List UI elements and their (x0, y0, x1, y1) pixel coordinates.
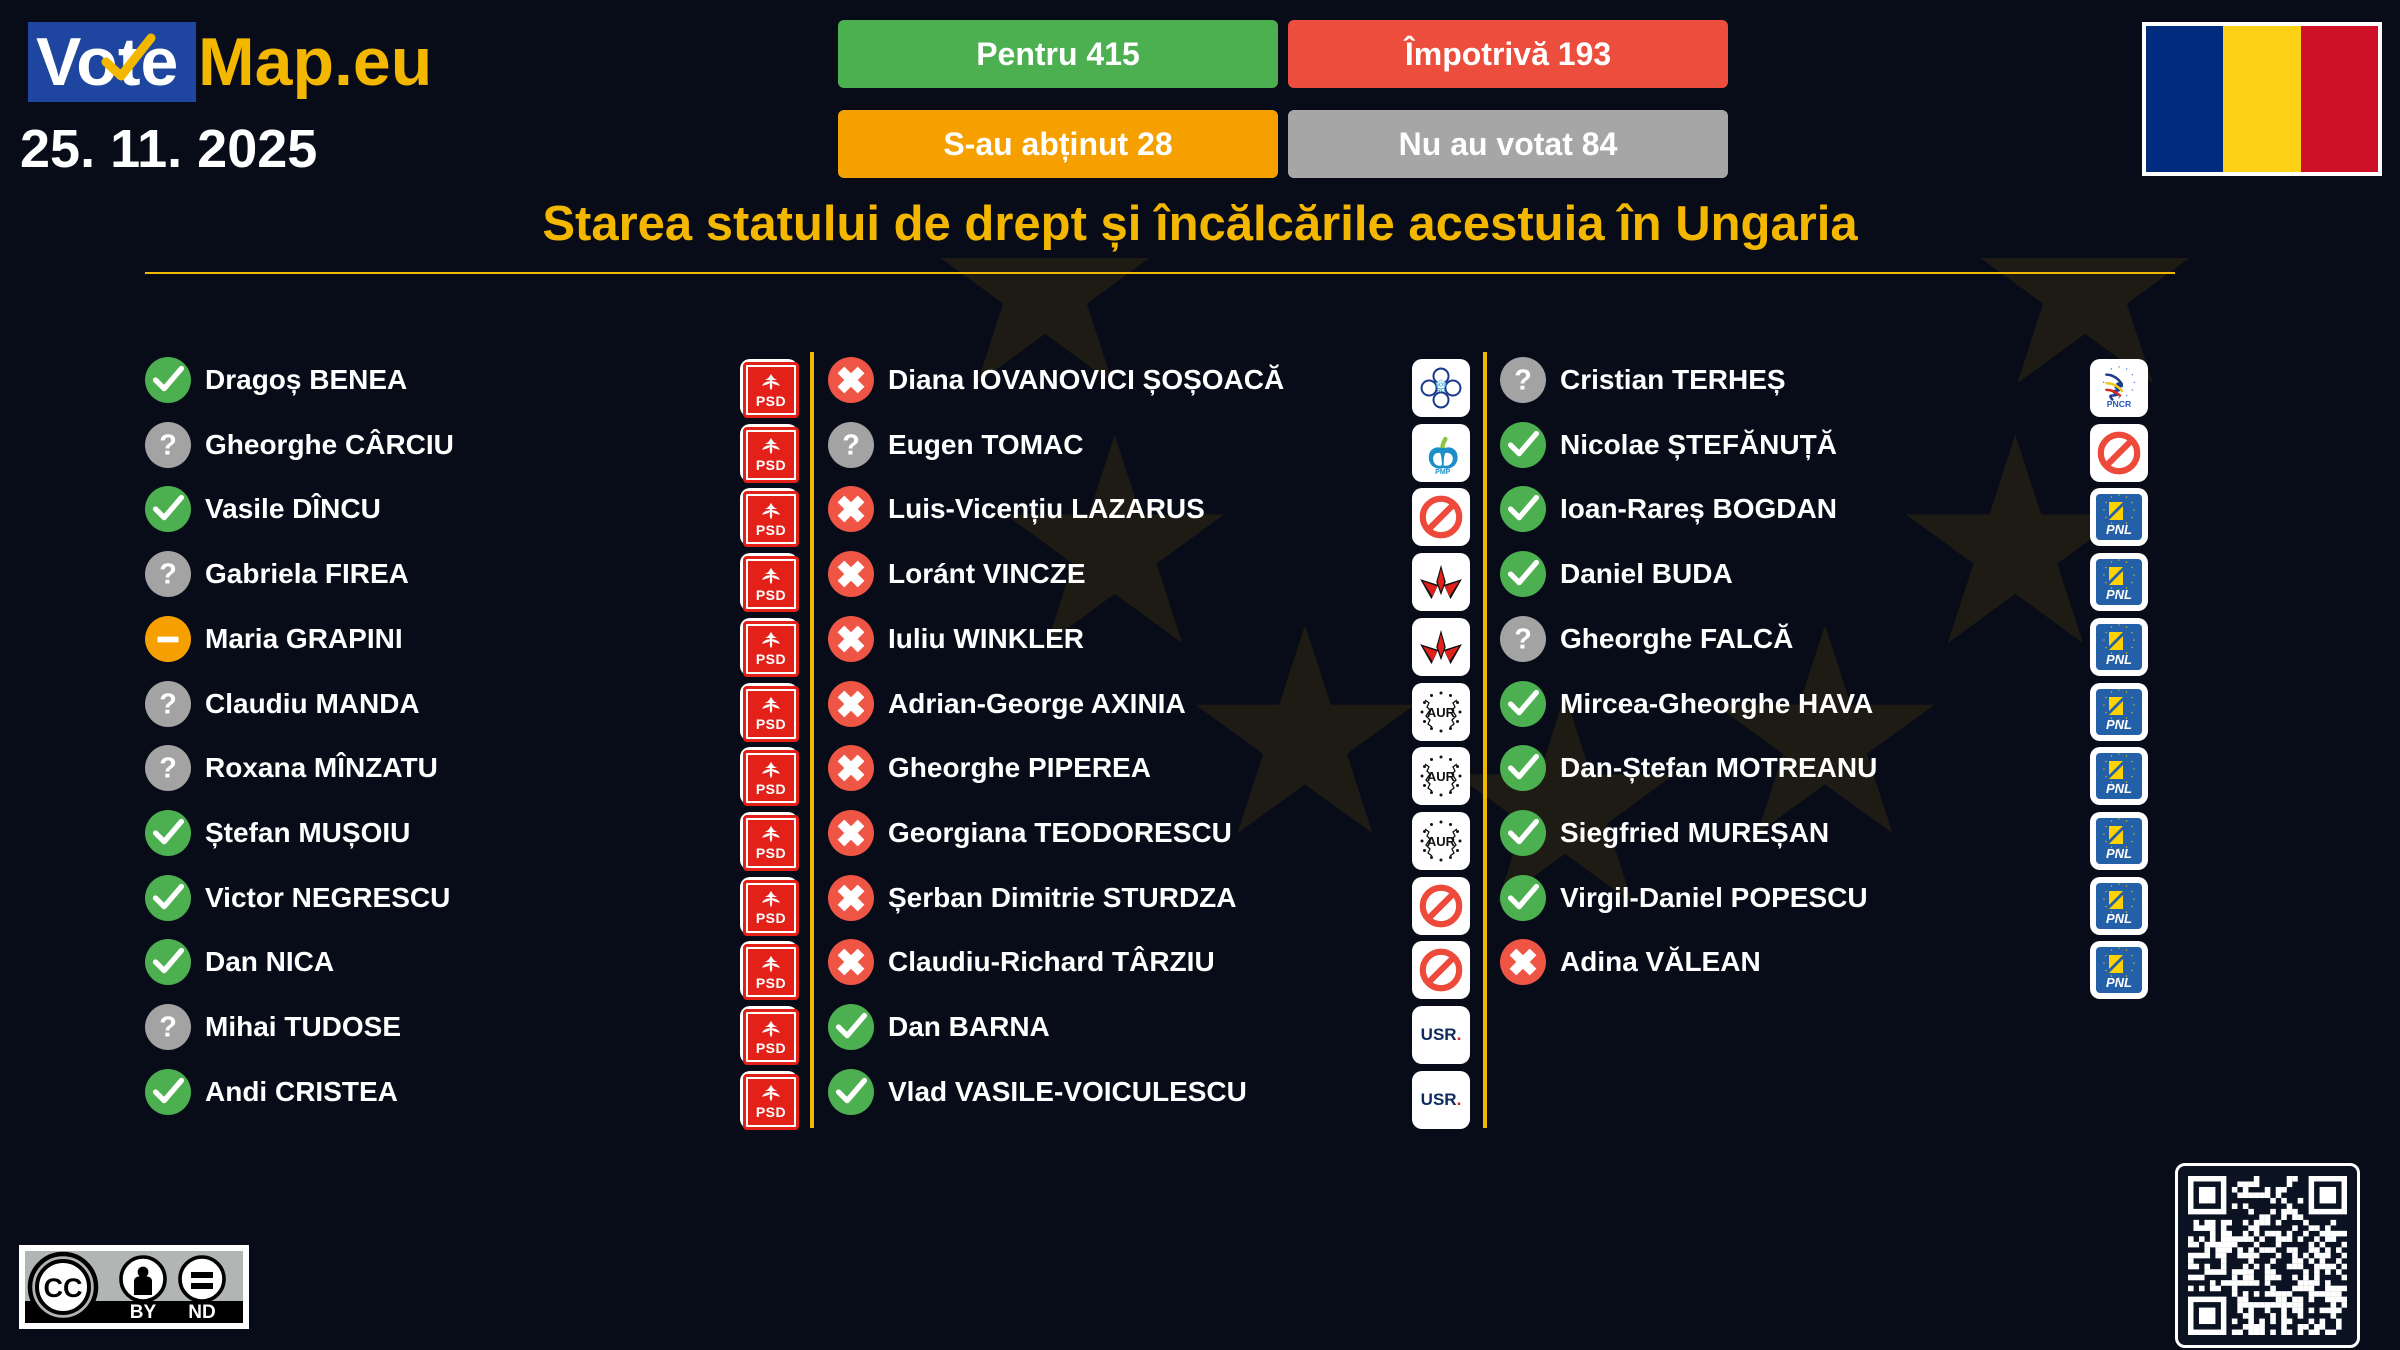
svg-text:?: ? (842, 429, 860, 461)
svg-text:PNL: PNL (2106, 911, 2132, 926)
svg-text:PNL: PNL (2106, 717, 2132, 732)
svg-text:?: ? (159, 1012, 177, 1044)
svg-text:?: ? (159, 429, 177, 461)
svg-text:AUR: AUR (1427, 834, 1456, 849)
svg-text:AUR: AUR (1427, 769, 1456, 784)
svg-text:Map.eu: Map.eu (198, 24, 432, 100)
svg-text:?: ? (1514, 365, 1532, 397)
svg-text:RO: RO (1437, 388, 1446, 394)
svg-text:?: ? (159, 559, 177, 591)
svg-text:PNCR: PNCR (2107, 399, 2132, 409)
svg-text:PNL: PNL (2106, 587, 2132, 602)
svg-text:?: ? (159, 688, 177, 720)
svg-text:PNL: PNL (2106, 781, 2132, 796)
svg-text:PNL: PNL (2106, 522, 2132, 537)
svg-text:CC: CC (44, 1273, 83, 1303)
svg-text:BY: BY (130, 1302, 157, 1323)
svg-text:PNL: PNL (2106, 652, 2132, 667)
svg-text:AUR: AUR (1427, 705, 1456, 720)
svg-text:?: ? (159, 753, 177, 785)
svg-text:?: ? (1514, 623, 1532, 655)
svg-text:ND: ND (188, 1302, 215, 1323)
svg-text:PNL: PNL (2106, 975, 2132, 990)
svg-text:PNL: PNL (2106, 846, 2132, 861)
svg-text:PMP: PMP (1435, 469, 1451, 476)
